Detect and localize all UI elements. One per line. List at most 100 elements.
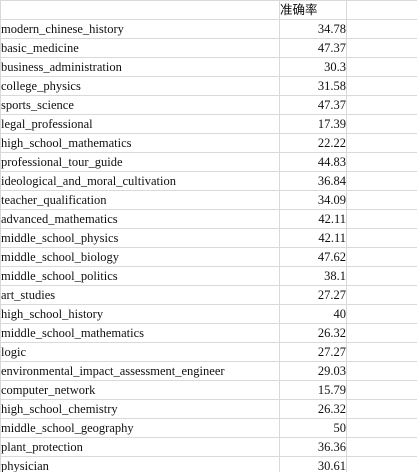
subject-cell[interactable]: legal_professional — [0, 114, 280, 134]
table-row: physician 30.61 — [0, 456, 417, 472]
empty-cell[interactable] — [346, 228, 417, 248]
empty-cell[interactable] — [346, 323, 417, 343]
empty-cell[interactable] — [346, 399, 417, 419]
subject-cell[interactable]: environmental_impact_assessment_engineer — [0, 361, 280, 381]
table-row: art_studies 27.27 — [0, 285, 417, 305]
table-row: modern_chinese_history 34.78 — [0, 19, 417, 39]
table-row: teacher_qualification 34.09 — [0, 190, 417, 210]
empty-cell[interactable] — [346, 0, 417, 20]
subject-cell[interactable]: modern_chinese_history — [0, 19, 280, 39]
empty-cell[interactable] — [346, 437, 417, 457]
accuracy-cell[interactable]: 29.03 — [279, 361, 347, 381]
subject-cell[interactable]: teacher_qualification — [0, 190, 280, 210]
subject-cell[interactable]: high_school_history — [0, 304, 280, 324]
accuracy-cell[interactable]: 34.09 — [279, 190, 347, 210]
subject-cell[interactable]: computer_network — [0, 380, 280, 400]
table-row: sports_science 47.37 — [0, 95, 417, 115]
accuracy-cell[interactable]: 42.11 — [279, 209, 347, 229]
empty-cell[interactable] — [346, 133, 417, 153]
header-cell-accuracy[interactable]: 准确率 — [279, 0, 347, 20]
table-row: middle_school_mathematics 26.32 — [0, 323, 417, 343]
table-row: college_physics 31.58 — [0, 76, 417, 96]
accuracy-cell[interactable]: 47.37 — [279, 95, 347, 115]
empty-cell[interactable] — [346, 456, 417, 472]
empty-cell[interactable] — [346, 57, 417, 77]
empty-cell[interactable] — [346, 190, 417, 210]
accuracy-cell[interactable]: 47.37 — [279, 38, 347, 58]
subject-cell[interactable]: logic — [0, 342, 280, 362]
accuracy-cell[interactable]: 36.84 — [279, 171, 347, 191]
table-row: advanced_mathematics 42.11 — [0, 209, 417, 229]
empty-cell[interactable] — [346, 209, 417, 229]
table-row: ideological_and_moral_cultivation 36.84 — [0, 171, 417, 191]
header-row: 准确率 — [0, 0, 417, 20]
accuracy-cell[interactable]: 27.27 — [279, 285, 347, 305]
empty-cell[interactable] — [346, 380, 417, 400]
empty-cell[interactable] — [346, 19, 417, 39]
subject-cell[interactable]: professional_tour_guide — [0, 152, 280, 172]
empty-cell[interactable] — [346, 152, 417, 172]
accuracy-cell[interactable]: 40 — [279, 304, 347, 324]
subject-cell[interactable]: art_studies — [0, 285, 280, 305]
accuracy-cell[interactable]: 30.61 — [279, 456, 347, 472]
table-row: professional_tour_guide 44.83 — [0, 152, 417, 172]
table-row: middle_school_geography 50 — [0, 418, 417, 438]
subject-cell[interactable]: middle_school_physics — [0, 228, 280, 248]
table-row: high_school_history 40 — [0, 304, 417, 324]
subject-cell[interactable]: high_school_mathematics — [0, 133, 280, 153]
subject-cell[interactable]: basic_medicine — [0, 38, 280, 58]
table-row: high_school_mathematics 22.22 — [0, 133, 417, 153]
subject-cell[interactable]: advanced_mathematics — [0, 209, 280, 229]
subject-cell[interactable]: sports_science — [0, 95, 280, 115]
table-row: environmental_impact_assessment_engineer… — [0, 361, 417, 381]
table-row: middle_school_politics 38.1 — [0, 266, 417, 286]
accuracy-cell[interactable]: 26.32 — [279, 399, 347, 419]
accuracy-cell[interactable]: 30.3 — [279, 57, 347, 77]
empty-cell[interactable] — [346, 342, 417, 362]
table-row: logic 27.27 — [0, 342, 417, 362]
empty-cell[interactable] — [346, 418, 417, 438]
empty-cell[interactable] — [346, 304, 417, 324]
empty-cell[interactable] — [346, 38, 417, 58]
accuracy-cell[interactable]: 15.79 — [279, 380, 347, 400]
accuracy-cell[interactable]: 22.22 — [279, 133, 347, 153]
subject-cell[interactable]: ideological_and_moral_cultivation — [0, 171, 280, 191]
subject-cell[interactable]: college_physics — [0, 76, 280, 96]
accuracy-cell[interactable]: 44.83 — [279, 152, 347, 172]
accuracy-cell[interactable]: 17.39 — [279, 114, 347, 134]
accuracy-cell[interactable]: 31.58 — [279, 76, 347, 96]
empty-cell[interactable] — [346, 95, 417, 115]
accuracy-cell[interactable]: 50 — [279, 418, 347, 438]
subject-cell[interactable]: physician — [0, 456, 280, 472]
subject-cell[interactable]: middle_school_mathematics — [0, 323, 280, 343]
empty-cell[interactable] — [346, 76, 417, 96]
empty-cell[interactable] — [346, 247, 417, 267]
subject-cell[interactable]: high_school_chemistry — [0, 399, 280, 419]
empty-cell[interactable] — [346, 171, 417, 191]
accuracy-cell[interactable]: 34.78 — [279, 19, 347, 39]
subject-cell[interactable]: business_administration — [0, 57, 280, 77]
subject-cell[interactable]: middle_school_biology — [0, 247, 280, 267]
table-row: plant_protection 36.36 — [0, 437, 417, 457]
subject-cell[interactable]: plant_protection — [0, 437, 280, 457]
table-row: business_administration 30.3 — [0, 57, 417, 77]
subject-cell[interactable]: middle_school_geography — [0, 418, 280, 438]
table-row: legal_professional 17.39 — [0, 114, 417, 134]
table-row: middle_school_biology 47.62 — [0, 247, 417, 267]
table-row: middle_school_physics 42.11 — [0, 228, 417, 248]
accuracy-cell[interactable]: 42.11 — [279, 228, 347, 248]
empty-cell[interactable] — [346, 266, 417, 286]
accuracy-cell[interactable]: 47.62 — [279, 247, 347, 267]
table-row: high_school_chemistry 26.32 — [0, 399, 417, 419]
accuracy-cell[interactable]: 26.32 — [279, 323, 347, 343]
subject-cell[interactable]: middle_school_politics — [0, 266, 280, 286]
accuracy-cell[interactable]: 38.1 — [279, 266, 347, 286]
empty-cell[interactable] — [346, 114, 417, 134]
header-cell-subject[interactable] — [0, 0, 280, 20]
empty-cell[interactable] — [346, 361, 417, 381]
accuracy-cell[interactable]: 27.27 — [279, 342, 347, 362]
accuracy-cell[interactable]: 36.36 — [279, 437, 347, 457]
empty-cell[interactable] — [346, 285, 417, 305]
